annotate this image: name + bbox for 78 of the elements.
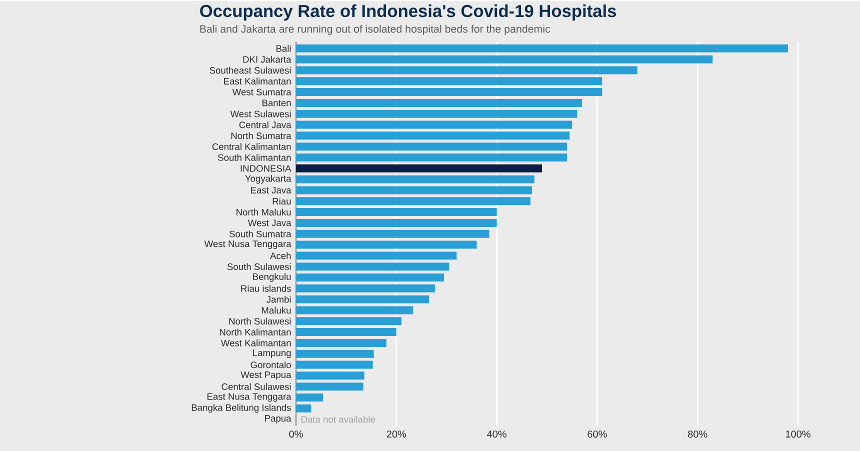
bar [296, 132, 570, 140]
bar [296, 120, 572, 129]
y-tick-label: DKI Jakarta [243, 56, 292, 63]
y-tick-label: Bangka Belitung Islands [192, 404, 291, 413]
bar [296, 295, 430, 304]
y-tick-label: North Sulawesi [229, 318, 291, 324]
y-tick-label: INDONESIA [240, 165, 292, 172]
y-tick-label: North Maluku [236, 208, 291, 216]
y-tick-label: Central Java [239, 121, 292, 128]
y-tick-label: East Nusa Tenggara [207, 393, 292, 402]
bar [296, 55, 713, 64]
bar [296, 186, 532, 194]
bar [296, 66, 638, 74]
x-tick-label: 80% [688, 430, 708, 438]
bar [296, 252, 457, 260]
y-tick-label: Maluku [262, 306, 291, 314]
x-tick-label: 0% [289, 430, 303, 438]
y-tick-label: South Kalimantan [218, 154, 291, 161]
bar [296, 262, 450, 270]
y-tick-label: Papua [265, 415, 292, 424]
bar [296, 317, 402, 326]
y-tick-label: Riau islands [241, 284, 291, 292]
y-tick-label: South Sumatra [229, 230, 292, 238]
bar [296, 208, 497, 216]
bar [296, 110, 578, 118]
y-tick-label: West Papua [240, 371, 292, 380]
bar [296, 218, 497, 227]
chart-subtitle: Bali and Jakarta are running out of isolated hospital beds for the pandemic [200, 24, 550, 35]
bar [296, 306, 413, 314]
y-tick-label: East Java [251, 186, 292, 194]
y-tick-label: Gorontalo [250, 361, 291, 368]
bar [296, 328, 396, 336]
bar [296, 372, 364, 380]
bar [296, 350, 374, 358]
y-tick-label: Southeast Sulawesi [210, 66, 291, 74]
bar [296, 273, 444, 282]
bar [296, 393, 324, 402]
x-tick-label: 40% [487, 430, 506, 438]
y-tick-label: West Sumatra [232, 88, 292, 96]
y-tick-label: West Sulawesi [230, 110, 291, 118]
y-tick-label: West Java [248, 220, 292, 226]
bar [296, 44, 788, 52]
bar [296, 175, 534, 184]
y-tick-label: Banten [262, 100, 291, 106]
bar [296, 164, 542, 172]
bar [296, 360, 373, 369]
bar [296, 98, 582, 107]
y-tick-label: Riau [272, 198, 291, 204]
bar [296, 77, 602, 86]
y-tick-label: North Kalimantan [220, 328, 291, 336]
annotation: Data not available [301, 416, 375, 423]
y-tick-label: Jambi [266, 296, 291, 303]
y-tick-label: Bali [276, 44, 291, 52]
y-tick-label: West Kalimantan [220, 339, 291, 346]
x-tick-label: 60% [588, 430, 607, 438]
y-tick-label: South Sulawesi [227, 263, 291, 270]
y-tick-label: Yogyakarta [245, 174, 292, 184]
y-tick-label: Lampung [253, 350, 291, 358]
bar [296, 284, 436, 292]
y-tick-label: Aceh [270, 252, 291, 260]
bar [296, 404, 312, 412]
bar [296, 382, 364, 390]
chart-title: Occupancy Rate of Indonesia's Covid-19 Hospitals [200, 4, 616, 21]
bar [296, 240, 477, 249]
y-tick-label: Central Sulawesi [222, 383, 291, 390]
y-tick-label: West Nusa Tenggara [204, 240, 292, 249]
y-tick-label: Bengkulu [253, 273, 291, 282]
y-tick-label: North Sumatra [231, 132, 292, 140]
y-tick-label: East Kalimantan [224, 78, 291, 84]
bar [296, 142, 568, 150]
bar [296, 338, 386, 347]
bar [296, 230, 490, 238]
bar [296, 153, 568, 162]
x-tick-label: 100% [786, 430, 810, 438]
x-tick-label: 20% [386, 430, 406, 438]
bar [296, 197, 530, 206]
bar [296, 88, 602, 96]
y-tick-label: Central Kalimantan [212, 143, 291, 150]
